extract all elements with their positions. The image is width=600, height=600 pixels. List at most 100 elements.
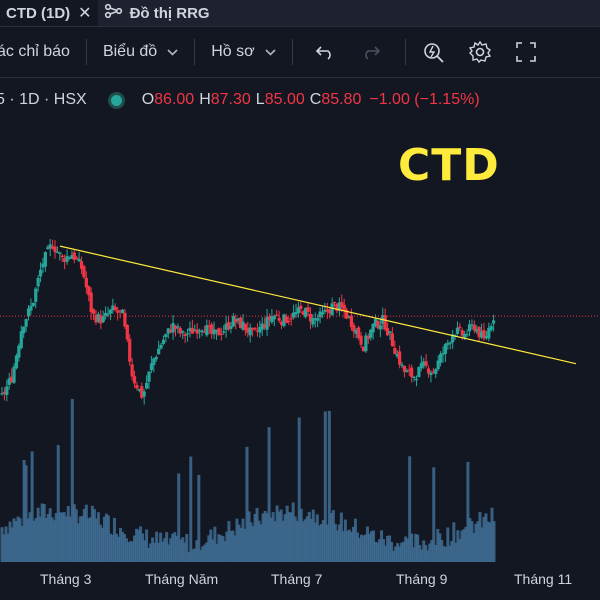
volume-bar xyxy=(448,545,452,562)
volume-bar xyxy=(62,512,66,562)
candle-body xyxy=(38,269,43,277)
candle-body xyxy=(0,393,4,395)
volume-bar xyxy=(357,537,361,562)
tab-ctd[interactable]: CTD (1D) ✕ xyxy=(0,0,98,26)
volume-bar xyxy=(137,529,141,562)
toolbar-divider xyxy=(291,39,293,65)
profile-dropdown[interactable]: Hồ sơ xyxy=(211,43,276,61)
volume-bar xyxy=(78,516,82,562)
redo-icon[interactable] xyxy=(357,38,385,66)
volume-bar xyxy=(171,533,175,562)
candle-body xyxy=(238,317,243,328)
candle-body xyxy=(157,348,161,355)
volume-bar xyxy=(482,516,486,562)
volume-bar xyxy=(285,505,289,562)
volume-bar xyxy=(424,545,428,562)
candle-body xyxy=(482,330,486,339)
candle-body xyxy=(313,318,317,320)
volume-bar xyxy=(430,540,434,562)
volume-bar xyxy=(456,530,460,562)
undo-icon[interactable] xyxy=(311,38,339,66)
candle-body xyxy=(414,379,419,381)
candle-body xyxy=(248,327,252,336)
chart-type-dropdown[interactable]: Biểu đồ xyxy=(103,43,178,61)
volume-bar xyxy=(68,516,72,562)
candle-body xyxy=(101,316,105,322)
candle-body xyxy=(337,302,341,311)
open-value: 86.00 xyxy=(154,91,195,108)
candle-body xyxy=(55,251,60,254)
volume-bar xyxy=(323,411,327,562)
price-chart[interactable] xyxy=(0,118,600,562)
gear-icon[interactable] xyxy=(466,38,494,66)
volume-bar xyxy=(203,544,207,562)
candle-body xyxy=(149,363,154,371)
volume-bar xyxy=(255,507,259,562)
candle-body xyxy=(31,302,35,306)
volume-bar xyxy=(404,536,408,562)
volume-bar xyxy=(30,451,34,562)
volume-bar xyxy=(460,530,464,562)
candle-body xyxy=(325,309,329,312)
candle-body xyxy=(111,305,115,311)
volume-bar xyxy=(351,526,355,562)
volume-bar xyxy=(249,522,253,562)
candle-body xyxy=(183,334,187,337)
candle-body xyxy=(467,324,472,332)
candle-body xyxy=(214,329,219,333)
tab-rrg[interactable]: Đồ thị RRG xyxy=(98,0,210,26)
volume-bar xyxy=(301,521,305,562)
fullscreen-icon[interactable] xyxy=(512,38,540,66)
volume-bar xyxy=(243,528,247,562)
volume-bar xyxy=(201,546,205,562)
volume-bar xyxy=(92,509,96,562)
symbol-label[interactable]: 5 · 1D · HSX xyxy=(0,91,87,108)
volume-bar xyxy=(167,544,171,562)
candle-body xyxy=(123,312,127,327)
volume-bar xyxy=(215,543,219,562)
volume-bar xyxy=(32,520,36,562)
candle-body xyxy=(243,323,247,331)
candle-body xyxy=(188,327,192,331)
close-icon[interactable]: ✕ xyxy=(78,5,92,22)
volume-bar xyxy=(34,518,38,562)
candle-body xyxy=(14,355,19,369)
volume-bar xyxy=(2,534,6,562)
candle-body xyxy=(431,371,435,373)
tab-ctd-label: CTD (1D) xyxy=(6,4,71,22)
candle-body xyxy=(332,301,337,304)
volume-bar xyxy=(173,532,177,562)
volume-bar xyxy=(133,535,137,562)
volume-bar xyxy=(24,465,28,562)
volume-bar xyxy=(329,512,333,562)
volume-bar xyxy=(64,516,68,562)
volume-bar xyxy=(438,533,442,562)
volume-bar xyxy=(480,527,484,562)
candle-body xyxy=(63,258,67,262)
high-value: 87.30 xyxy=(210,91,251,108)
alert-icon[interactable] xyxy=(420,38,448,66)
candle-body xyxy=(222,331,226,333)
candle-body xyxy=(17,345,21,358)
volume-bar xyxy=(333,524,337,562)
close-value: 85.80 xyxy=(321,91,362,108)
candle-body xyxy=(383,315,387,330)
volume-bar xyxy=(408,456,412,562)
volume-bar xyxy=(66,506,70,562)
volume-bar xyxy=(145,529,149,562)
candle-body xyxy=(67,257,72,259)
candle-body xyxy=(229,326,233,329)
volume-bar xyxy=(139,526,143,562)
candle-body xyxy=(205,325,209,336)
indicators-button[interactable]: ác chỉ báo xyxy=(0,43,70,61)
volume-bar xyxy=(335,530,339,562)
candle-body xyxy=(460,330,464,336)
candle-body xyxy=(200,330,204,333)
candle-body xyxy=(226,322,231,330)
volume-bar xyxy=(394,546,398,562)
candle-body xyxy=(364,335,368,352)
volume-bar xyxy=(26,518,30,562)
volume-bar xyxy=(454,542,458,562)
candle-body xyxy=(75,257,79,259)
volume-bar xyxy=(436,529,440,562)
